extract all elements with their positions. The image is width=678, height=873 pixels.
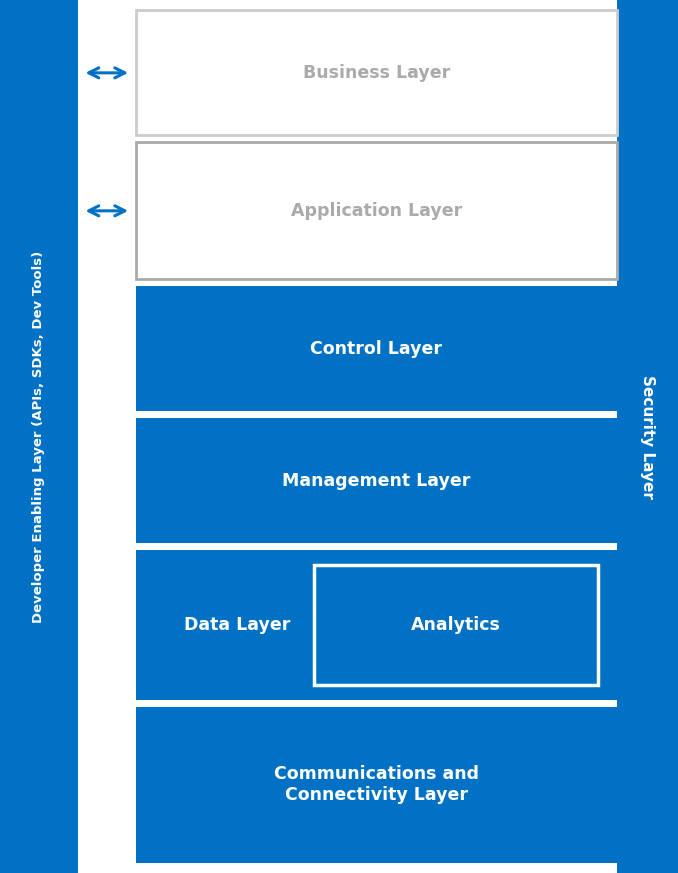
Bar <box>136 550 617 699</box>
Text: Communications and
Connectivity Layer: Communications and Connectivity Layer <box>274 765 479 804</box>
Text: Analytics: Analytics <box>411 615 500 634</box>
Bar <box>314 565 598 684</box>
Bar <box>136 286 617 411</box>
Bar <box>136 706 617 863</box>
Text: Application Layer: Application Layer <box>291 202 462 220</box>
Text: Security Layer: Security Layer <box>640 375 655 498</box>
Text: Control Layer: Control Layer <box>311 340 442 358</box>
Bar <box>136 418 617 543</box>
Text: Developer Enabling Layer (APIs, SDKs, Dev Tools): Developer Enabling Layer (APIs, SDKs, De… <box>33 251 45 622</box>
Text: Business Layer: Business Layer <box>302 64 450 82</box>
Bar <box>617 0 678 873</box>
Text: Data Layer: Data Layer <box>184 615 290 634</box>
Bar <box>136 10 617 135</box>
Bar <box>136 142 617 279</box>
Text: Management Layer: Management Layer <box>282 471 471 490</box>
Bar <box>0 0 78 873</box>
